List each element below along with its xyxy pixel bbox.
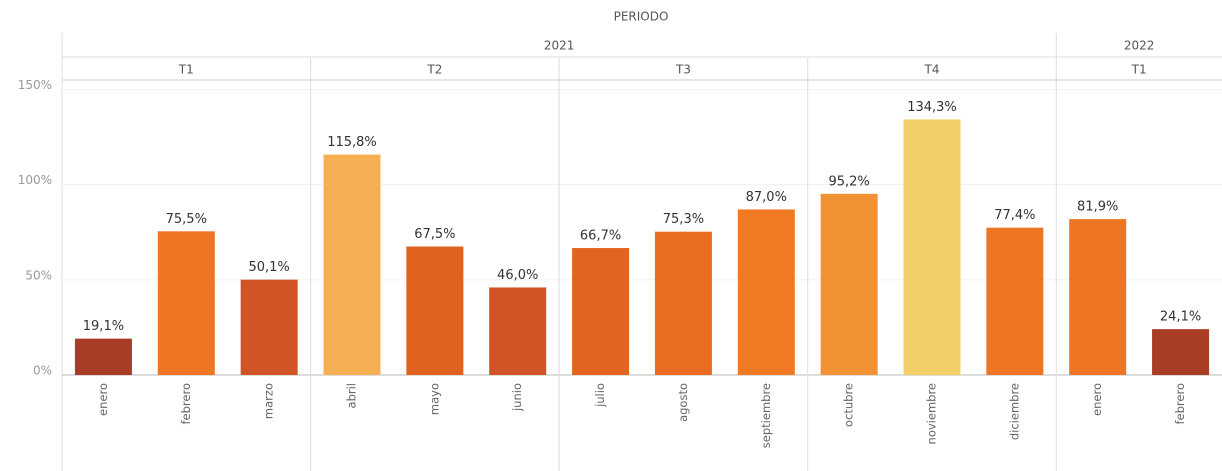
bar <box>654 231 712 375</box>
x-tick-label: junio <box>510 383 524 412</box>
chart-title: PERIODO <box>614 10 669 24</box>
x-tick-label: diciembre <box>1007 383 1021 440</box>
y-tick-label: 0% <box>33 364 52 378</box>
year-label: 2022 <box>1124 39 1155 53</box>
value-label: 66,7% <box>580 229 621 244</box>
x-tick-label: mayo <box>427 383 441 415</box>
x-tick-label: febrero <box>179 383 193 425</box>
year-label: 2021 <box>544 39 575 53</box>
value-label: 19,1% <box>83 319 124 334</box>
bar <box>1152 329 1210 375</box>
value-label: 77,4% <box>994 208 1035 223</box>
y-tick-label: 150% <box>18 78 52 92</box>
y-tick-label: 100% <box>18 173 52 187</box>
value-label: 81,9% <box>1077 200 1118 215</box>
bar <box>820 193 878 375</box>
x-tick-label: agosto <box>676 383 690 422</box>
value-label: 134,3% <box>907 100 957 115</box>
quarter-label: T1 <box>178 63 194 77</box>
x-tick-label: enero <box>96 383 110 416</box>
value-label: 115,8% <box>327 135 377 150</box>
quarter-label: T3 <box>675 63 691 77</box>
value-label: 24,1% <box>1160 310 1201 325</box>
value-label: 67,5% <box>414 227 455 242</box>
x-tick-label: octubre <box>842 383 856 427</box>
bar <box>572 248 630 375</box>
x-tick-label: abril <box>345 383 359 408</box>
value-label: 75,5% <box>166 212 207 227</box>
x-tick-label: septiembre <box>759 383 773 448</box>
y-tick-label: 50% <box>25 268 52 282</box>
value-label: 95,2% <box>828 174 869 189</box>
bar <box>323 154 381 375</box>
quarter-label: T1 <box>1131 63 1147 77</box>
bar <box>157 231 215 375</box>
value-label: 46,0% <box>497 268 538 283</box>
bar <box>240 279 298 375</box>
bar <box>489 287 547 375</box>
bar <box>406 246 464 375</box>
bar <box>986 227 1044 375</box>
bar <box>1069 219 1127 375</box>
value-label: 50,1% <box>248 260 289 275</box>
value-label: 75,3% <box>663 212 704 227</box>
bar <box>903 119 961 375</box>
x-tick-label: enero <box>1090 383 1104 416</box>
quarter-label: T2 <box>426 63 442 77</box>
x-tick-label: marzo <box>262 383 276 419</box>
bar <box>737 209 795 375</box>
quarter-label: T4 <box>924 63 940 77</box>
x-tick-label: julio <box>593 383 607 408</box>
bar <box>74 338 132 375</box>
x-tick-label: noviembre <box>925 383 939 444</box>
value-label: 87,0% <box>746 190 787 205</box>
x-tick-label: febrero <box>1173 383 1187 425</box>
